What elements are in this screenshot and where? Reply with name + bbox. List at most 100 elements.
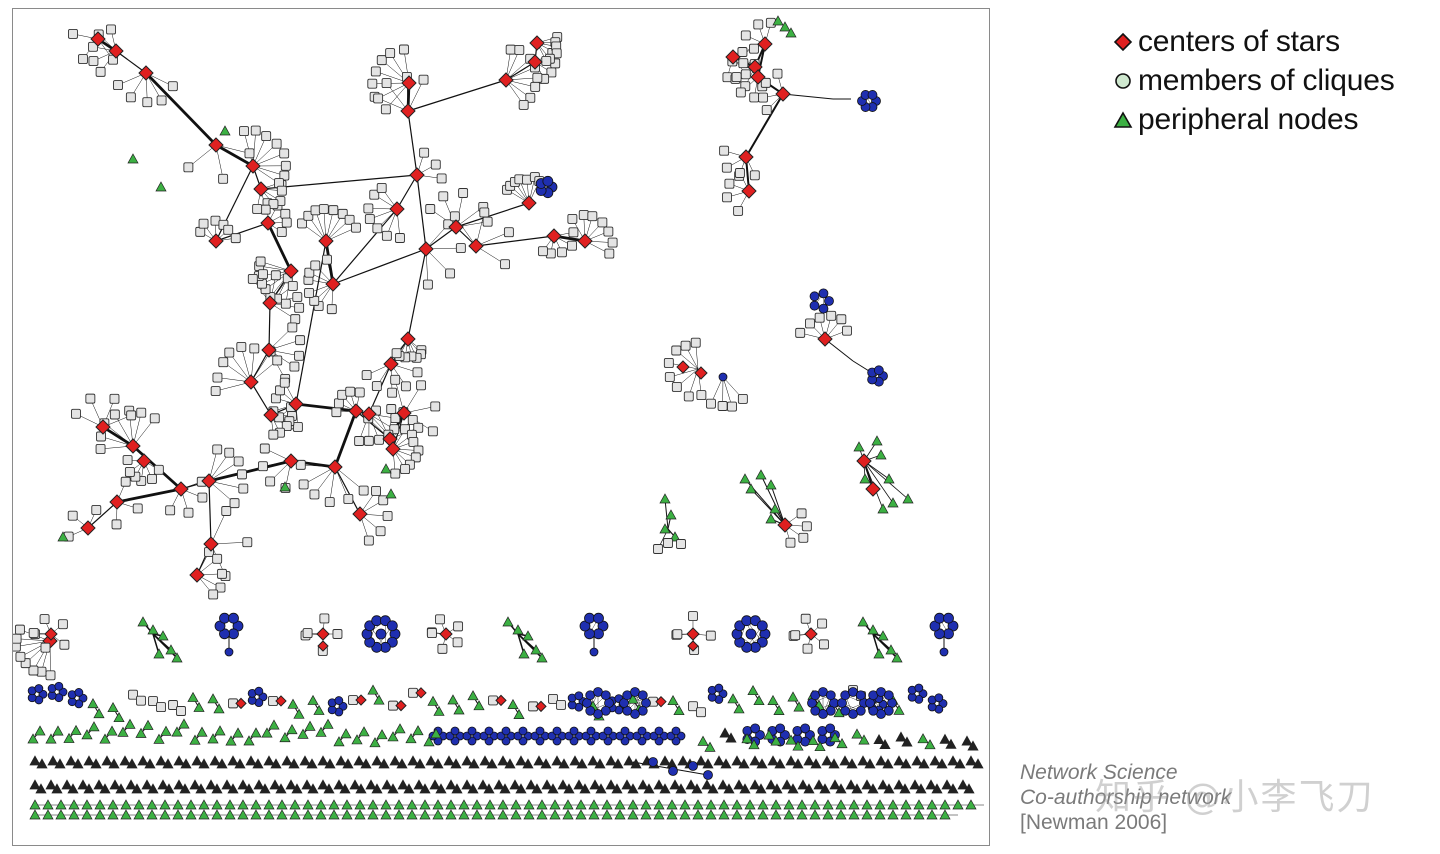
peripheral-node bbox=[172, 809, 184, 820]
peripheral-node bbox=[769, 503, 781, 514]
peripheral-node bbox=[341, 809, 353, 820]
square-node bbox=[67, 510, 78, 521]
square-node bbox=[382, 511, 393, 521]
peripheral-node bbox=[211, 799, 223, 810]
clique-member-node bbox=[703, 770, 713, 780]
square-node bbox=[680, 340, 691, 351]
dark-node bbox=[65, 755, 77, 766]
peripheral-node bbox=[627, 799, 639, 810]
dark-node bbox=[126, 758, 138, 769]
dark-node bbox=[612, 758, 624, 769]
square-node bbox=[416, 380, 427, 391]
clique-member-node bbox=[718, 372, 728, 382]
peripheral-node bbox=[185, 799, 197, 810]
square-node bbox=[437, 643, 448, 654]
square-node bbox=[548, 693, 558, 704]
dark-node bbox=[702, 758, 714, 769]
square-node bbox=[796, 508, 807, 519]
peripheral-node bbox=[94, 809, 106, 820]
peripheral-node bbox=[692, 799, 704, 810]
clique-member-node bbox=[552, 726, 562, 736]
peripheral-node bbox=[458, 799, 470, 810]
star-center-node bbox=[535, 700, 547, 713]
peripheral-node bbox=[297, 728, 309, 739]
edge bbox=[455, 202, 530, 228]
peripheral-node bbox=[367, 809, 379, 820]
peripheral-node bbox=[88, 721, 100, 732]
peripheral-node bbox=[745, 483, 757, 494]
edge bbox=[295, 240, 327, 405]
dark-node bbox=[450, 758, 462, 769]
dark-node bbox=[115, 783, 127, 794]
peripheral-node bbox=[614, 799, 626, 810]
square-node bbox=[546, 67, 557, 78]
peripheral-node bbox=[666, 799, 678, 810]
dark-node bbox=[630, 758, 642, 769]
square-node bbox=[310, 205, 321, 216]
peripheral-node bbox=[787, 691, 799, 702]
dark-node bbox=[931, 783, 943, 794]
dark-node bbox=[342, 758, 354, 769]
dark-node bbox=[281, 755, 293, 766]
peripheral-node bbox=[748, 739, 760, 750]
star-center-node bbox=[865, 481, 881, 497]
square-node bbox=[28, 665, 39, 676]
peripheral-node bbox=[640, 799, 652, 810]
square-node bbox=[281, 217, 292, 228]
peripheral-node bbox=[237, 809, 249, 820]
peripheral-node bbox=[731, 799, 743, 810]
peripheral-node bbox=[536, 799, 548, 810]
dark-node bbox=[611, 783, 623, 794]
peripheral-node bbox=[354, 809, 366, 820]
clique-member-node bbox=[54, 681, 64, 691]
dark-node bbox=[486, 758, 498, 769]
dark-node bbox=[557, 779, 569, 790]
edge bbox=[664, 498, 669, 530]
star-center-node bbox=[775, 86, 791, 102]
square-node bbox=[438, 191, 449, 202]
clique-member-node bbox=[939, 647, 949, 657]
peripheral-node bbox=[423, 736, 435, 747]
square-node bbox=[195, 226, 206, 237]
clique-member-node bbox=[943, 628, 954, 640]
square-node bbox=[136, 407, 147, 418]
dark-node bbox=[756, 758, 768, 769]
dark-node bbox=[35, 783, 47, 794]
dark-node bbox=[147, 783, 159, 794]
square-node bbox=[351, 222, 361, 233]
square-node bbox=[276, 227, 287, 237]
edge bbox=[102, 425, 134, 448]
clique-member-node bbox=[648, 757, 658, 767]
square-node bbox=[514, 44, 525, 55]
peripheral-node bbox=[445, 809, 457, 820]
clique-member-node bbox=[34, 684, 44, 693]
dark-node bbox=[525, 779, 537, 790]
peripheral-node bbox=[822, 799, 834, 810]
dark-node bbox=[173, 779, 185, 790]
square-node bbox=[221, 506, 232, 516]
peripheral-node bbox=[276, 799, 288, 810]
square-node bbox=[149, 413, 160, 424]
peripheral-node bbox=[243, 735, 255, 746]
star-center-node bbox=[125, 438, 141, 454]
peripheral-node bbox=[133, 799, 145, 810]
square-node bbox=[212, 444, 223, 455]
peripheral-node bbox=[445, 799, 457, 810]
star-center-node bbox=[361, 406, 377, 422]
edge bbox=[407, 79, 424, 112]
dark-node bbox=[131, 783, 143, 794]
square-node bbox=[354, 387, 365, 398]
edge bbox=[115, 50, 147, 74]
dark-node bbox=[397, 779, 409, 790]
star-center-node bbox=[401, 75, 417, 91]
star-center-node bbox=[694, 366, 708, 380]
dark-node bbox=[396, 758, 408, 769]
square-node bbox=[371, 381, 382, 392]
dark-node bbox=[419, 783, 431, 794]
peripheral-node bbox=[861, 809, 873, 820]
square-node bbox=[272, 355, 283, 366]
dark-node bbox=[353, 755, 365, 766]
edge bbox=[407, 110, 418, 176]
peripheral-node bbox=[430, 728, 442, 739]
peripheral-node bbox=[770, 799, 782, 810]
